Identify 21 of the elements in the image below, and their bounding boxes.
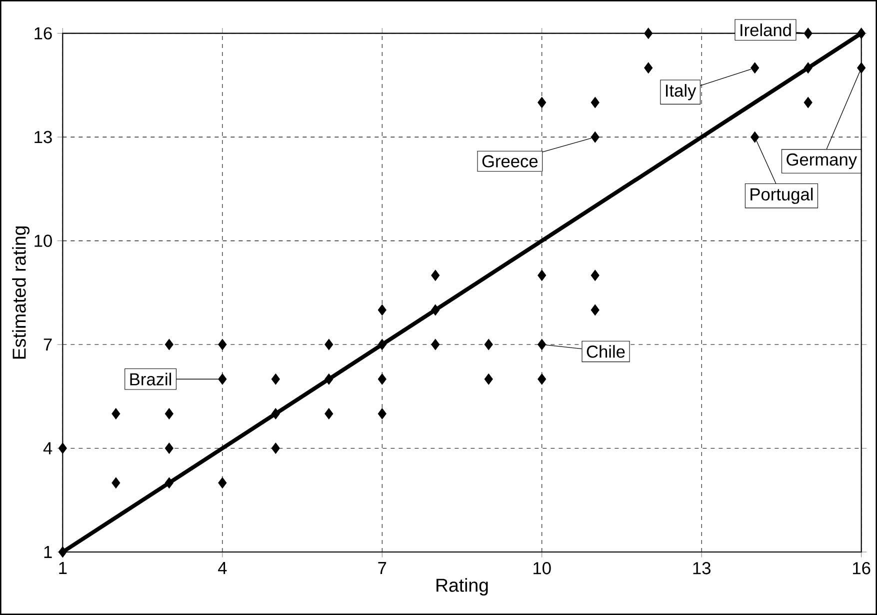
y-tick-label: 13 [34,130,52,144]
x-axis-title: Rating [436,578,488,596]
annotation: Greece [482,155,538,168]
x-tick-label: 16 [853,562,870,574]
annotation: Chile [586,345,625,358]
y-tick-label: 1 [44,546,52,558]
x-tick-label: 4 [218,562,227,574]
annotation: Germany [786,153,858,170]
annotation: Italy [666,84,696,100]
x-tick-label: 1 [59,562,67,574]
y-tick-label: 10 [34,234,52,247]
x-tick-label: 13 [693,562,710,574]
x-tick-label: 7 [378,562,386,574]
x-tick-label: 10 [534,562,551,574]
y-tick-label: 16 [34,27,52,40]
annotation: Portugal [750,188,813,204]
annotation: Ireland [740,24,791,36]
y-tick-label: 4 [43,442,52,454]
y-axis-title: Estimated rating [12,226,30,359]
annotation: Brazil [130,372,172,386]
y-tick-label: 7 [44,338,52,350]
